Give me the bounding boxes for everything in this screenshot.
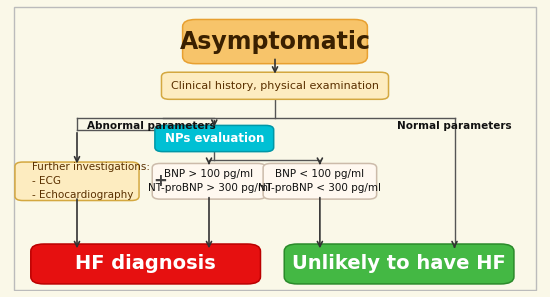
FancyBboxPatch shape: [284, 244, 514, 284]
FancyBboxPatch shape: [263, 163, 377, 199]
Text: HF diagnosis: HF diagnosis: [75, 255, 216, 274]
FancyBboxPatch shape: [155, 125, 274, 152]
FancyBboxPatch shape: [14, 7, 536, 290]
Text: Normal parameters: Normal parameters: [397, 121, 512, 131]
Text: Asymptomatic: Asymptomatic: [179, 30, 371, 53]
Text: BNP > 100 pg/ml
NT-proBNP > 300 pg/ml: BNP > 100 pg/ml NT-proBNP > 300 pg/ml: [147, 169, 271, 193]
Text: BNP < 100 pg/ml
NT-proBNP < 300 pg/ml: BNP < 100 pg/ml NT-proBNP < 300 pg/ml: [258, 169, 381, 193]
FancyBboxPatch shape: [15, 162, 139, 200]
Text: Clinical history, physical examination: Clinical history, physical examination: [171, 81, 379, 91]
FancyBboxPatch shape: [162, 72, 388, 99]
Text: NPs evaluation: NPs evaluation: [164, 132, 264, 145]
Text: Abnormal parameters: Abnormal parameters: [86, 121, 215, 131]
Text: Further investigations:
- ECG
- Echocardiography: Further investigations: - ECG - Echocard…: [32, 162, 150, 200]
Text: +: +: [153, 172, 167, 190]
FancyBboxPatch shape: [183, 20, 367, 64]
Text: Unlikely to have HF: Unlikely to have HF: [292, 255, 506, 274]
FancyBboxPatch shape: [31, 244, 261, 284]
FancyBboxPatch shape: [152, 163, 266, 199]
